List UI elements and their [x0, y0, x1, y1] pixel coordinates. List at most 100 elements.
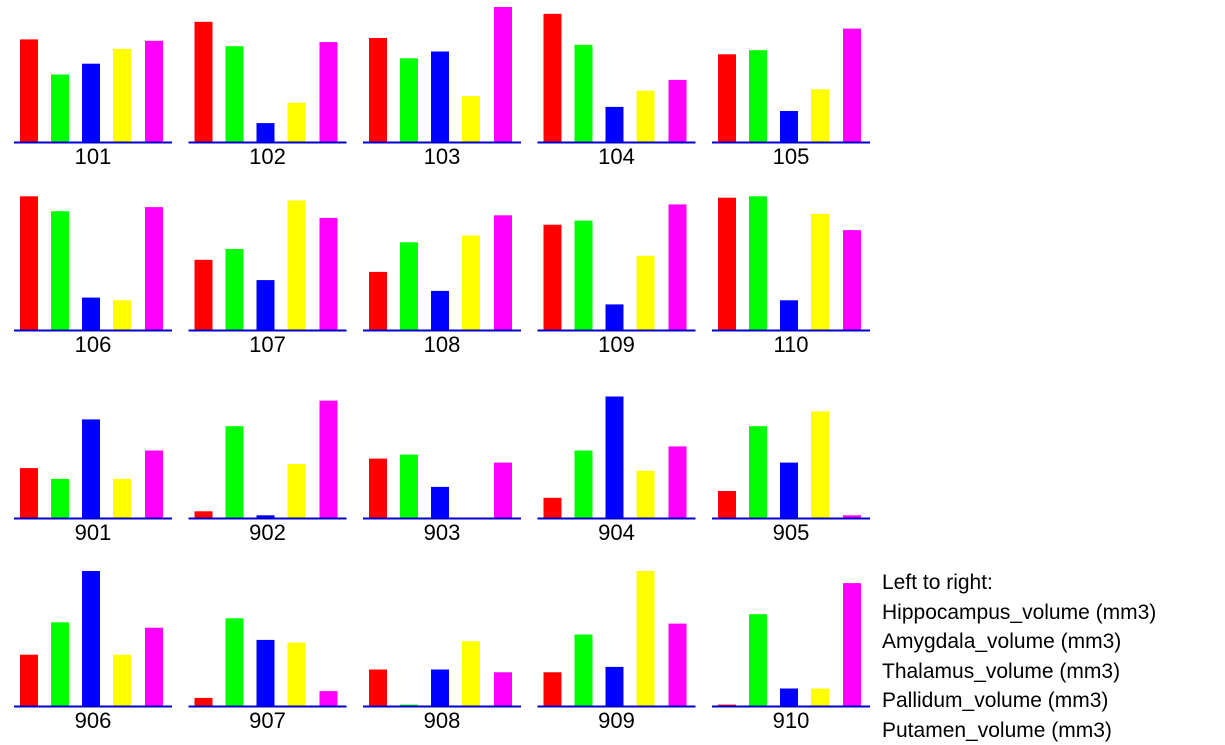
bar-105-series-2	[749, 50, 767, 143]
bar-904-series-5	[668, 446, 687, 518]
bar-110-series-1	[718, 197, 736, 330]
panel-905: 905	[712, 411, 870, 545]
bar-110-series-2	[749, 196, 767, 330]
panel-103: 103	[363, 7, 521, 169]
bar-908-series-4	[462, 641, 480, 706]
bar-105-series-5	[843, 28, 861, 143]
panel-label-909: 909	[598, 708, 635, 733]
panel-label-907: 907	[249, 708, 286, 733]
panel-105: 105	[712, 28, 870, 169]
bar-110-series-5	[843, 230, 861, 330]
bar-909-series-2	[574, 634, 593, 706]
bar-102-series-5	[319, 42, 338, 142]
legend-heading: Left to right:	[882, 571, 993, 594]
panel-label-104: 104	[598, 144, 635, 169]
legend-item-pallidum: Pallidum_volume (mm3)	[882, 689, 1109, 712]
bar-101-series-3	[82, 63, 100, 143]
bar-906-series-3	[82, 571, 100, 706]
bar-103-series-3	[431, 51, 449, 142]
bar-102-series-4	[287, 102, 306, 142]
bar-905-series-4	[811, 411, 829, 519]
bar-104-series-2	[574, 44, 593, 142]
panel-108: 108	[363, 215, 521, 357]
bar-109-series-2	[574, 220, 593, 330]
bar-102-series-3	[256, 123, 275, 142]
bar-106-series-4	[113, 300, 131, 330]
panel-901: 901	[14, 419, 172, 545]
bar-904-series-2	[574, 450, 593, 518]
bar-905-series-5	[843, 515, 861, 518]
bar-909-series-5	[668, 623, 687, 706]
bar-108-series-5	[494, 215, 512, 331]
panel-label-903: 903	[424, 520, 461, 545]
bar-109-series-1	[543, 224, 562, 330]
panel-label-110: 110	[773, 332, 808, 357]
bar-903-series-1	[369, 458, 387, 518]
bar-105-series-1	[718, 54, 736, 143]
bar-905-series-2	[749, 426, 767, 518]
bar-106-series-5	[145, 207, 163, 330]
panel-label-105: 105	[773, 144, 810, 169]
bar-909-series-1	[543, 672, 562, 707]
bar-908-series-5	[494, 672, 512, 707]
bar-901-series-5	[145, 450, 163, 518]
bar-907-series-2	[225, 618, 244, 707]
bar-907-series-3	[256, 639, 275, 707]
bar-105-series-3	[780, 111, 798, 143]
bar-905-series-1	[718, 491, 736, 518]
bar-108-series-1	[369, 271, 387, 330]
bar-103-series-4	[462, 96, 480, 142]
legend-item-thalamus: Thalamus_volume (mm3)	[882, 659, 1121, 683]
bar-910-series-1	[718, 704, 736, 706]
panel-903: 903	[363, 454, 521, 545]
bar-903-series-5	[494, 462, 512, 518]
bar-901-series-4	[113, 478, 131, 518]
legend-item-amygdala: Amygdala_volume (mm3)	[882, 630, 1122, 653]
panel-label-107: 107	[249, 332, 286, 357]
bar-902-series-4	[287, 464, 306, 518]
bar-106-series-1	[20, 196, 38, 330]
bar-101-series-4	[113, 48, 131, 142]
panel-109: 109	[537, 204, 696, 357]
bar-103-series-1	[369, 38, 387, 142]
panel-101: 101	[14, 39, 172, 169]
legend: Left to right: Hippocampus_volume (mm3) …	[882, 568, 1156, 745]
panel-label-109: 109	[598, 332, 635, 357]
bar-108-series-4	[462, 235, 480, 330]
bar-104-series-5	[668, 79, 687, 142]
bar-102-series-2	[225, 46, 244, 143]
bar-104-series-3	[605, 106, 624, 142]
bar-902-series-3	[256, 515, 275, 518]
panel-label-910: 910	[773, 708, 810, 733]
panel-label-101: 101	[75, 144, 112, 169]
bar-110-series-4	[811, 213, 829, 330]
panel-label-908: 908	[424, 708, 461, 733]
panel-label-108: 108	[424, 332, 461, 357]
panel-label-904: 904	[598, 520, 635, 545]
panel-110: 110	[712, 196, 870, 357]
panel-902: 902	[188, 400, 347, 545]
bar-909-series-4	[636, 571, 655, 706]
bar-107-series-3	[256, 280, 275, 331]
bar-908-series-2	[400, 704, 418, 706]
bar-106-series-2	[51, 211, 69, 330]
bar-906-series-2	[51, 622, 69, 706]
bar-109-series-3	[605, 304, 624, 330]
bar-103-series-5	[494, 7, 512, 142]
bar-906-series-1	[20, 654, 38, 706]
bar-901-series-3	[82, 419, 100, 518]
bar-109-series-4	[636, 255, 655, 331]
panel-104: 104	[537, 13, 696, 169]
bar-105-series-4	[811, 89, 829, 142]
panel-102: 102	[188, 21, 347, 169]
bar-101-series-2	[51, 74, 69, 142]
bar-109-series-5	[668, 204, 687, 330]
bar-101-series-1	[20, 39, 38, 142]
panel-907: 907	[188, 618, 347, 733]
bar-904-series-4	[636, 470, 655, 519]
bar-907-series-5	[319, 691, 338, 706]
bar-909-series-3	[605, 666, 624, 706]
bar-910-series-5	[843, 583, 861, 706]
bar-908-series-3	[431, 669, 449, 706]
